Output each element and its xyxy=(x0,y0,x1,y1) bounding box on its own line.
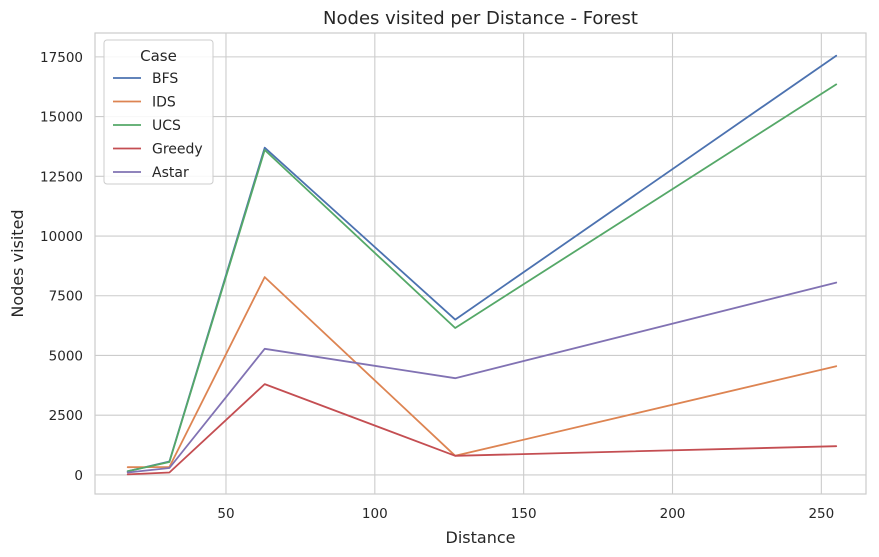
grid-lines xyxy=(95,33,866,494)
legend-label-ids: IDS xyxy=(152,95,176,111)
y-tick-label: 17500 xyxy=(40,50,83,66)
x-axis-label: Distance xyxy=(446,528,516,547)
y-tick-label: 12500 xyxy=(40,169,83,185)
legend-label-bfs: BFS xyxy=(152,71,178,87)
series-line-ids xyxy=(126,276,838,469)
legend-label-greedy: Greedy xyxy=(152,142,203,158)
x-tick-label: 150 xyxy=(511,506,537,522)
legend: Case BFS IDS UCS Greedy Astar xyxy=(103,39,214,185)
x-tick-label: 100 xyxy=(362,506,388,522)
y-tick-label: 7500 xyxy=(49,289,83,305)
y-tick-label: 15000 xyxy=(40,110,83,126)
y-axis-label: Nodes visited xyxy=(8,209,27,317)
tick-labels: 50 100 150 200 25002500500075001000012500150… xyxy=(40,50,834,522)
series-line-astar xyxy=(126,281,838,474)
series-line-ucs xyxy=(126,83,838,473)
x-tick-label: 50 xyxy=(217,506,234,522)
legend-items: BFS IDS UCS Greedy Astar xyxy=(113,71,203,181)
y-tick-label: 0 xyxy=(74,468,83,484)
legend-label-astar: Astar xyxy=(152,165,189,181)
y-tick-label: 2500 xyxy=(49,408,83,424)
plot-frame xyxy=(94,32,867,495)
series-lines xyxy=(126,54,838,476)
legend-title: Case xyxy=(140,47,177,65)
chart-title: Nodes visited per Distance - Forest xyxy=(323,8,638,29)
x-tick-label: 200 xyxy=(660,506,686,522)
x-tick-label: 250 xyxy=(808,506,834,522)
y-tick-label: 10000 xyxy=(40,229,83,245)
y-tick-label: 5000 xyxy=(49,348,83,364)
legend-label-ucs: UCS xyxy=(152,118,181,134)
series-line-greedy xyxy=(126,383,838,476)
